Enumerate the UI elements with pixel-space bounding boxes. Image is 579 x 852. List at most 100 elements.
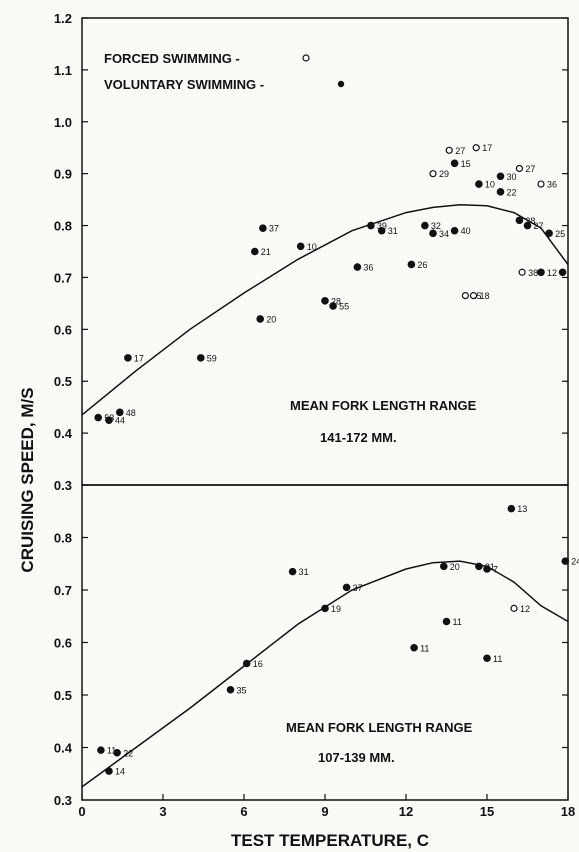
forced-swimming-point xyxy=(515,164,524,173)
voluntary-swimming-point xyxy=(105,416,113,424)
voluntary-swimming-point xyxy=(321,296,329,305)
voluntary-swimming-point xyxy=(105,767,113,775)
point-label: 27 xyxy=(525,164,535,174)
lower-annotation-line2: 107-139 MM. xyxy=(318,750,395,765)
voluntary-swimming-point xyxy=(450,226,459,235)
forced-swimming-point xyxy=(461,292,469,300)
point-label: 17 xyxy=(482,143,492,153)
upper-fit-curve xyxy=(81,204,569,416)
upper-panel: 0.30.40.50.60.70.80.91.01.11.2 534448175… xyxy=(54,11,569,493)
lower-y-tick-label: 0.7 xyxy=(54,583,72,598)
voluntary-swimming-point xyxy=(353,263,362,271)
x-tick-label: 3 xyxy=(159,804,166,819)
voluntary-swimming-point xyxy=(523,221,532,230)
voluntary-swimming-point xyxy=(124,354,132,362)
voluntary-swimming-point xyxy=(515,216,524,225)
voluntary-swimming-point xyxy=(450,159,459,168)
voluntary-swimming-point xyxy=(296,242,305,251)
forced-swimming-point xyxy=(445,146,453,154)
point-label: 36 xyxy=(547,180,557,190)
voluntary-swimming-point xyxy=(483,654,491,663)
upper-annotation-line2: 141-172 MM. xyxy=(320,430,397,445)
point-label: 26 xyxy=(417,260,427,270)
point-label: 31 xyxy=(388,226,398,236)
legend-voluntary-label: VOLUNTARY SWIMMING - xyxy=(104,77,264,92)
point-label: 13 xyxy=(517,504,527,514)
upper-y-tick-label: 0.4 xyxy=(54,426,73,441)
point-label: 16 xyxy=(253,659,263,669)
point-label: 27 xyxy=(455,146,465,156)
upper-y-tick-label: 0.5 xyxy=(54,374,72,389)
x-axis-label: TEST TEMPERATURE, C xyxy=(231,831,429,850)
voluntary-swimming-point xyxy=(197,354,205,362)
voluntary-swimming-point xyxy=(377,226,386,235)
voluntary-swimming-point xyxy=(113,748,121,757)
lower-y-tick-label: 0.5 xyxy=(54,688,72,703)
point-label: 36 xyxy=(363,263,373,273)
point-label: 55 xyxy=(339,301,349,311)
voluntary-swimming-point xyxy=(367,221,375,230)
x-ticks: 0 3 6 9 12 15 18 xyxy=(78,794,575,819)
point-label: 32 xyxy=(431,221,441,231)
lower-fit-curve xyxy=(81,560,569,788)
point-label: 20 xyxy=(266,314,276,324)
point-label: 22 xyxy=(123,748,133,758)
point-label: 28 xyxy=(525,216,535,226)
lower-y-tick-label: 0.4 xyxy=(54,741,73,756)
point-label: 37 xyxy=(269,224,279,234)
point-label: 21 xyxy=(261,247,271,257)
forced-swimming-point xyxy=(537,180,545,188)
upper-annotation-line1: MEAN FORK LENGTH RANGE xyxy=(290,398,477,413)
voluntary-swimming-point xyxy=(288,567,297,576)
lower-annotation-line1: MEAN FORK LENGTH RANGE xyxy=(286,720,473,735)
voluntary-swimming-point xyxy=(251,247,259,256)
point-label: 18 xyxy=(480,291,490,301)
voluntary-swimming-point xyxy=(407,260,416,269)
voluntary-swimming-point xyxy=(97,746,105,754)
lower-data-points: 112214351631193711112031711121324 xyxy=(97,504,579,777)
point-label: 11 xyxy=(493,654,502,664)
voluntary-swimming-point xyxy=(561,557,570,565)
point-label: 24 xyxy=(571,557,579,567)
forced-swimming-point xyxy=(429,170,437,178)
upper-y-tick-label: 1.2 xyxy=(54,11,72,26)
legend: FORCED SWIMMING - VOLUNTARY SWIMMING - xyxy=(104,51,345,92)
point-label: 11 xyxy=(107,746,116,756)
voluntary-swimming-point xyxy=(242,659,251,668)
point-label: 38 xyxy=(528,268,538,278)
point-label: 30 xyxy=(507,172,517,182)
legend-forced-label: FORCED SWIMMING - xyxy=(104,51,240,66)
point-label: 7 xyxy=(493,565,498,575)
voluntary-swimming-point xyxy=(116,408,124,417)
voluntary-swimming-point xyxy=(421,221,429,230)
voluntary-swimming-point xyxy=(483,565,491,573)
point-label: 35 xyxy=(237,685,247,695)
point-label: 59 xyxy=(207,353,217,363)
point-label: 12 xyxy=(520,604,530,614)
upper-y-tick-label: 0.3 xyxy=(54,478,72,493)
lower-y-tick-label: 0.8 xyxy=(54,531,72,546)
voluntary-swimming-point xyxy=(94,413,102,422)
point-label: 10 xyxy=(307,242,317,252)
point-label: 44 xyxy=(115,416,125,426)
voluntary-swimming-point xyxy=(321,604,329,613)
lower-y-tick-label: 0.6 xyxy=(54,636,72,651)
voluntary-swimming-point xyxy=(256,315,265,323)
upper-y-tick-label: 0.7 xyxy=(54,270,72,285)
point-label: 19 xyxy=(331,604,341,614)
voluntary-swimming-point xyxy=(226,685,235,694)
point-label: 34 xyxy=(439,229,449,239)
point-label: 27 xyxy=(534,221,544,231)
point-label: 20 xyxy=(450,562,460,572)
x-tick-label: 9 xyxy=(321,804,328,819)
forced-swimming-point xyxy=(472,144,480,152)
x-tick-label: 18 xyxy=(561,804,575,819)
legend-forced-marker xyxy=(302,54,310,62)
lower-y-ticks: 0.3 0.4 0.5 0.6 0.7 0.8 xyxy=(54,531,568,808)
forced-swimming-point xyxy=(518,268,526,276)
point-label: 14 xyxy=(115,767,125,777)
upper-data-points: 5344481759372120102855363931263234402717… xyxy=(94,143,567,426)
x-tick-label: 6 xyxy=(240,804,247,819)
